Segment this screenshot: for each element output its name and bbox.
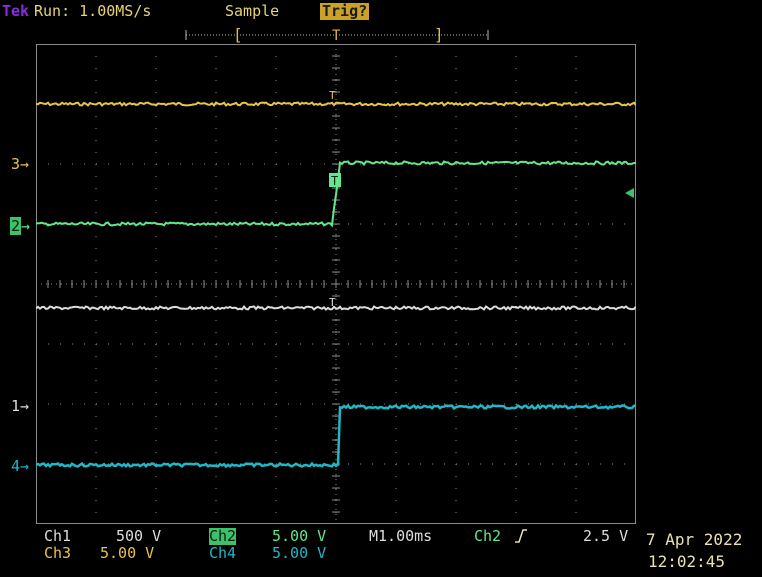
ch3-label: Ch3: [44, 544, 72, 562]
trigger-t-marker-ch2: T: [329, 173, 341, 188]
window-right-bracket: ]: [434, 25, 444, 44]
trigger-position-marker-ch1: T: [329, 296, 336, 309]
record-trigger-marker: T: [332, 28, 341, 44]
brand-label: Tek: [2, 2, 30, 20]
ch2-label[interactable]: Ch2: [209, 527, 237, 545]
arrow-right-icon: →: [20, 155, 30, 173]
ch3-waveform: [36, 101, 636, 107]
arrow-right-icon: →: [21, 217, 31, 235]
ch3-ground-marker[interactable]: 3→: [11, 155, 30, 173]
ch4-label: Ch4: [209, 544, 237, 562]
ch1-ground-marker[interactable]: 1→: [11, 397, 30, 415]
trigger-position-marker-ch3: T: [329, 89, 336, 102]
trigger-level-arrow-icon: [625, 188, 634, 198]
ch3-scale: 5.00 V: [100, 544, 155, 562]
ch4-waveform: [36, 403, 636, 469]
trigger-source: Ch2: [474, 527, 502, 545]
ch2-ground-marker[interactable]: 2→: [10, 217, 31, 235]
arrow-right-icon: →: [20, 457, 30, 475]
svg-text:T: T: [331, 174, 338, 188]
ch4-scale: 5.00 V: [272, 544, 327, 562]
time-readout: 12:02:45: [648, 552, 726, 571]
acquisition-mode: Sample: [225, 2, 280, 20]
graticule: [36, 44, 636, 524]
record-position-bar: [ ] T: [185, 25, 489, 44]
date-readout: 7 Apr 2022: [646, 530, 743, 549]
ch4-ground-marker[interactable]: 4→: [11, 457, 30, 475]
trigger-status-badge: Trig?: [320, 2, 370, 20]
rising-edge-icon: [515, 529, 527, 543]
run-status: Run: 1.00MS/s: [34, 2, 152, 20]
waveform-display[interactable]: T T T: [36, 44, 636, 524]
ch2-scale: 5.00 V: [272, 527, 327, 545]
arrow-right-icon: →: [20, 397, 30, 415]
trigger-level: 2.5 V: [583, 527, 629, 545]
graticule-border: [36, 44, 636, 524]
ch1-scale: 500 V: [116, 527, 162, 545]
ch1-waveform: [36, 304, 636, 312]
window-left-bracket: [: [233, 25, 243, 44]
ch2-waveform: [36, 160, 636, 228]
ch1-label: Ch1: [44, 527, 72, 545]
timebase-readout: M1.00ms: [369, 527, 433, 545]
